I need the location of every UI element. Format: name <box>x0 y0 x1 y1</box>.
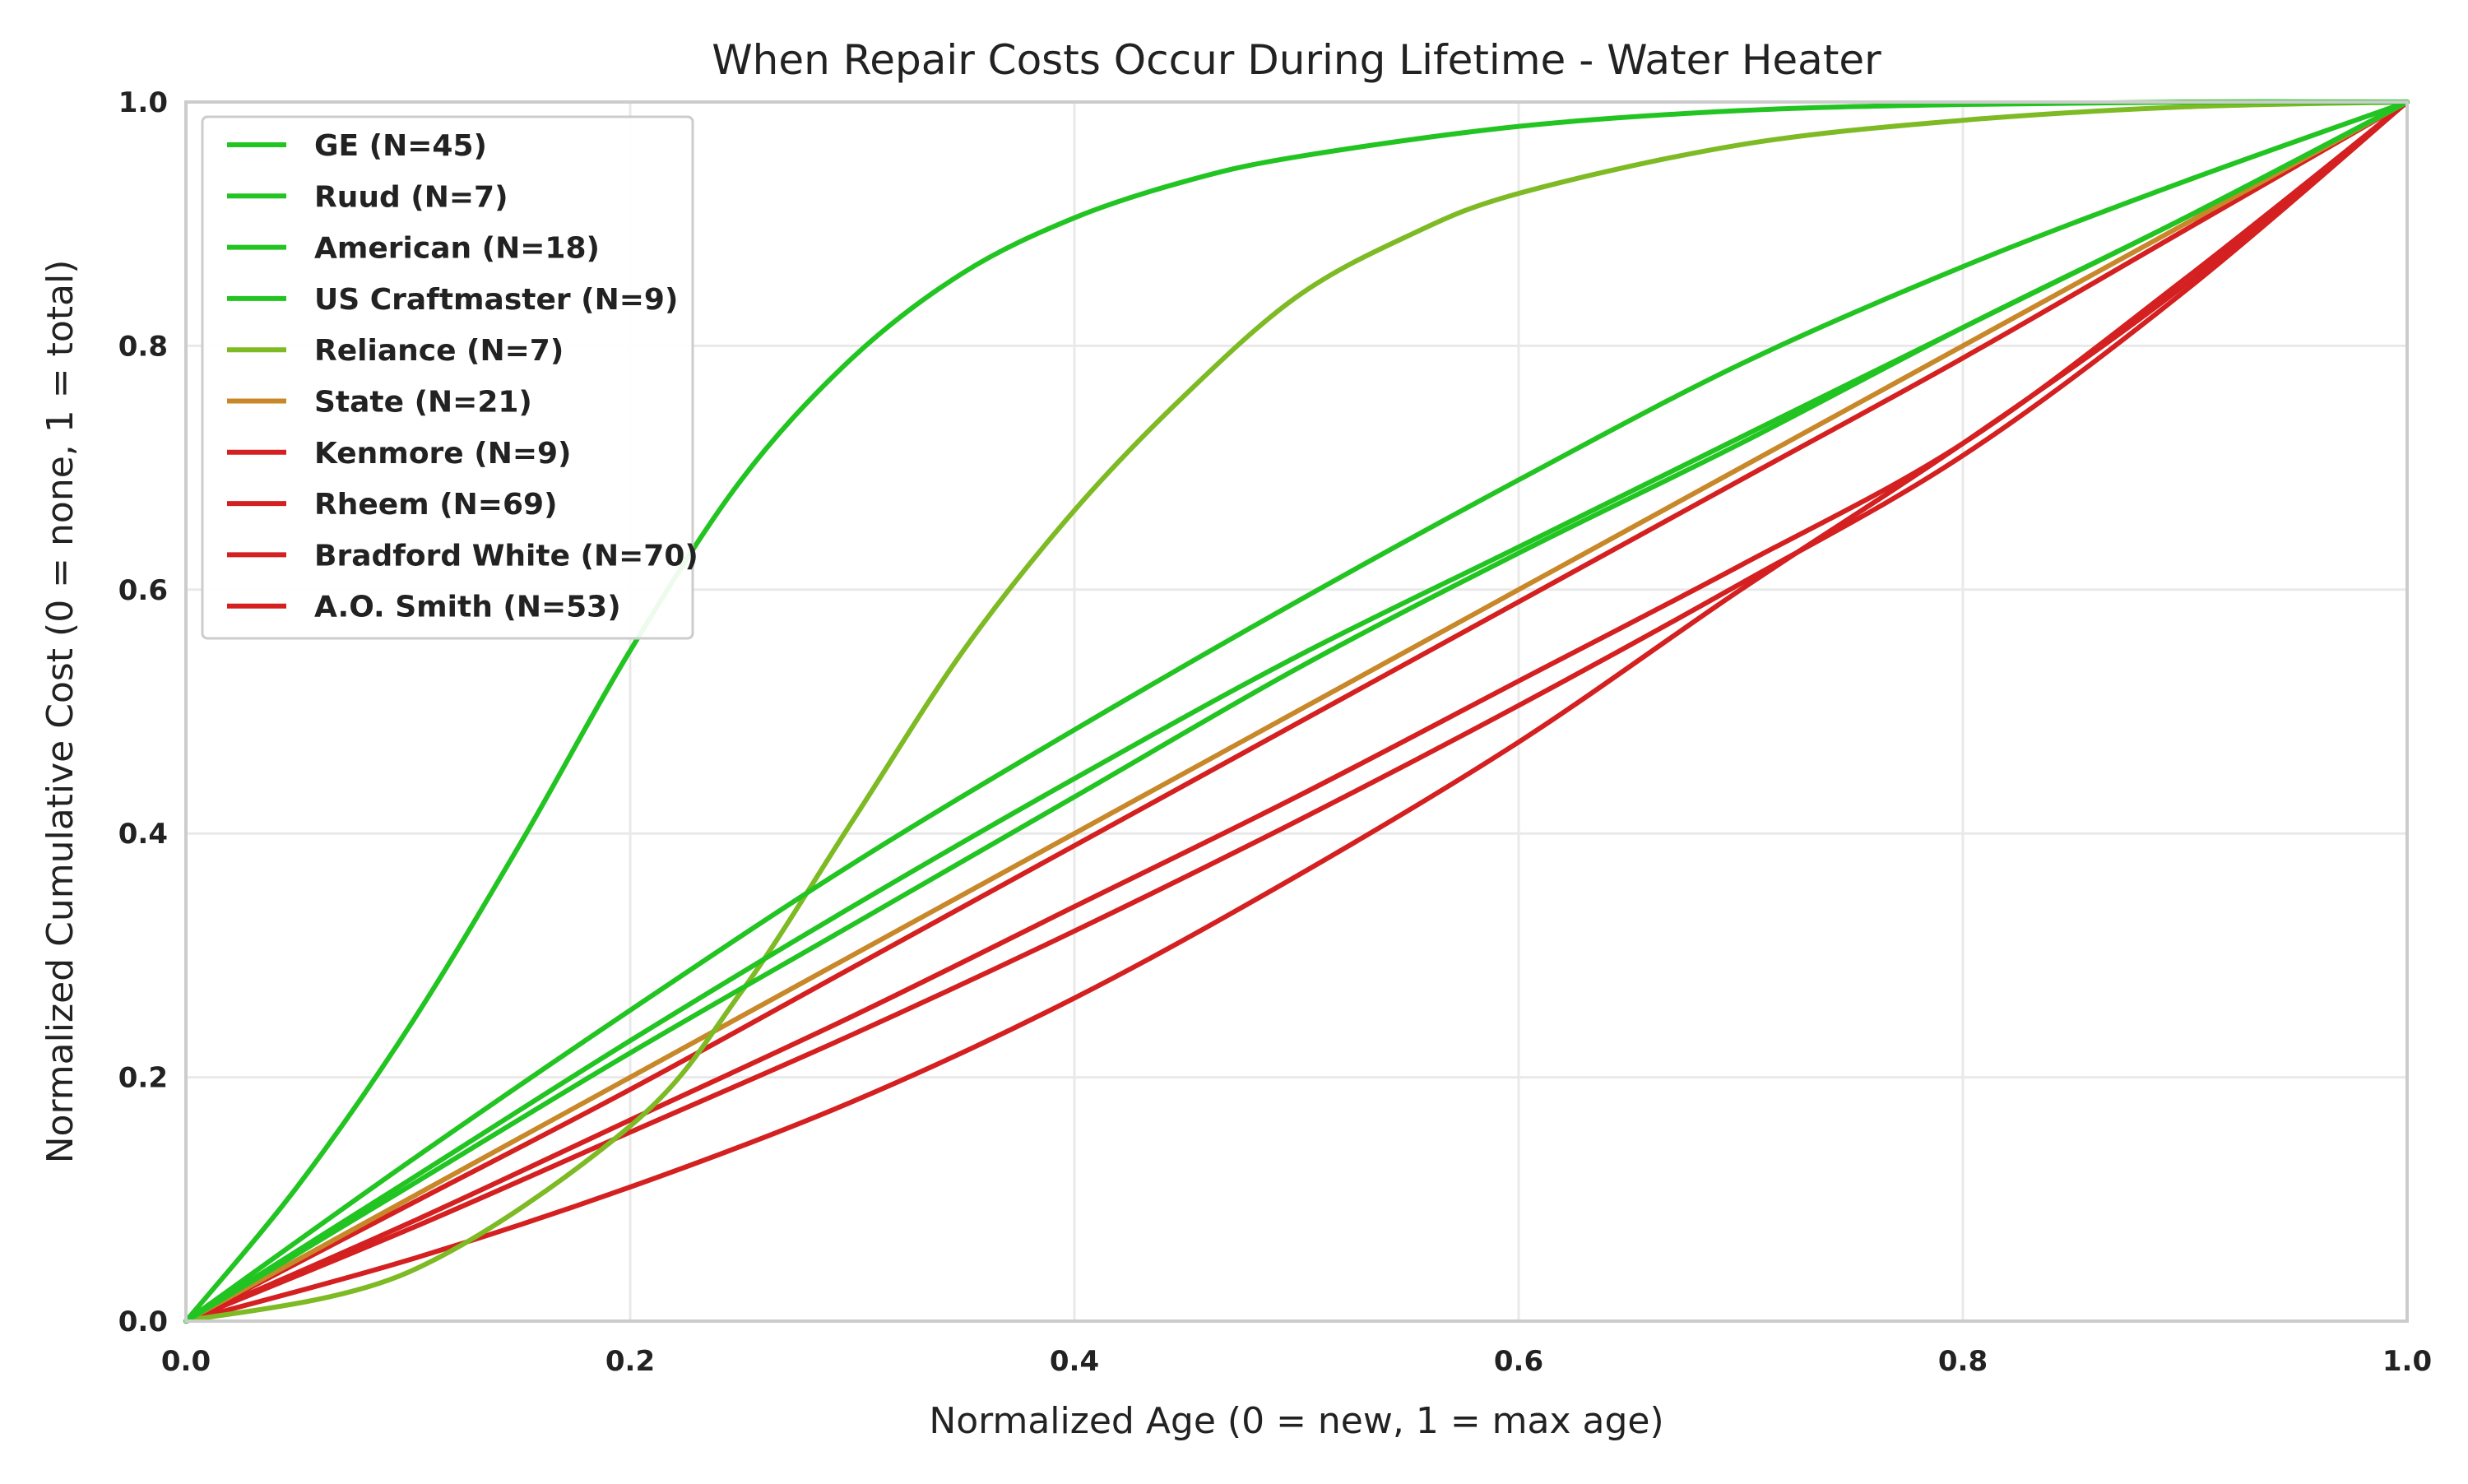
y-tick-label: 0.8 <box>118 330 168 363</box>
series-line <box>183 99 2410 1324</box>
x-tick-label: 1.0 <box>2382 1345 2432 1378</box>
chart-title: When Repair Costs Occur During Lifetime … <box>712 36 1881 84</box>
x-tick-label: 0.2 <box>605 1345 655 1378</box>
tick-layer: 0.0 0.2 0.4 0.6 0.8 1.0 0.0 0.2 0.4 0.6 0.8 1.0 <box>118 86 2432 1378</box>
legend-entry: A.O. Smith (N=53) <box>314 591 621 624</box>
y-tick-label: 0.2 <box>118 1062 168 1095</box>
legend-entry: Kenmore (N=9) <box>314 437 572 471</box>
x-tick-label: 0.0 <box>161 1345 211 1378</box>
series-line <box>183 100 2410 1324</box>
legend-entry: Reliance (N=7) <box>314 334 564 368</box>
x-tick-label: 0.4 <box>1050 1345 1099 1378</box>
x-tick-label: 0.8 <box>1938 1345 1988 1378</box>
x-tick-label: 0.6 <box>1494 1345 1543 1378</box>
x-axis-label: Normalized Age (0 = new, 1 = max age) <box>929 1400 1663 1442</box>
y-axis-label: Normalized Cumulative Cost (0 = none, 1 … <box>39 260 81 1164</box>
legend-entry: Bradford White (N=70) <box>314 539 698 573</box>
legend-entry: GE (N=45) <box>314 129 487 163</box>
legend-box <box>201 115 694 640</box>
legend-entry: US Craftmaster (N=9) <box>314 283 678 317</box>
series-line <box>183 100 2410 1324</box>
y-tick-label: 0.4 <box>118 818 168 851</box>
legend-entry: Rheem (N=69) <box>314 488 558 522</box>
series-line <box>183 100 2410 1324</box>
series-line <box>183 100 2410 1324</box>
legend-entry: State (N=21) <box>314 386 532 420</box>
y-tick-label: 1.0 <box>118 86 168 119</box>
series-line <box>183 100 2410 1324</box>
series-layer <box>183 99 2410 1324</box>
legend: GE (N=45) Ruud (N=7) American (N=18) US Cra… <box>201 115 698 640</box>
series-line <box>183 100 2410 1324</box>
plot-frame <box>184 100 2409 1323</box>
y-tick-label: 0.0 <box>118 1305 168 1338</box>
series-line <box>183 100 2410 1324</box>
y-tick-label: 0.6 <box>118 574 168 607</box>
legend-entry: American (N=18) <box>314 232 600 266</box>
legend-entry: Ruud (N=7) <box>314 180 508 214</box>
